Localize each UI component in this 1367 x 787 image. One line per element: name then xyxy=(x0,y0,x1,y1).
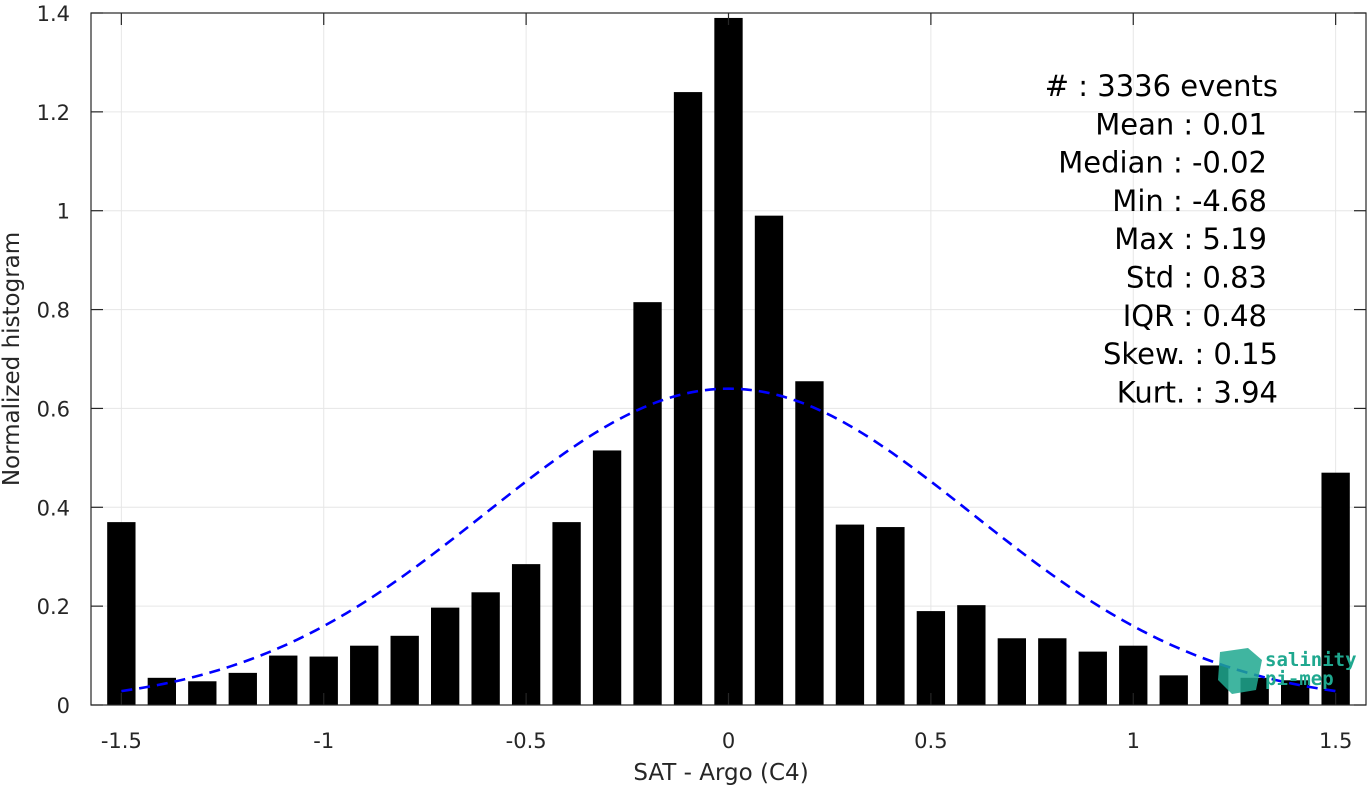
x-tick-label: -1.5 xyxy=(101,729,142,753)
stats-line: Min : -4.68 xyxy=(1112,184,1267,218)
x-tick-label: 1 xyxy=(1127,729,1140,753)
x-tick-label: 0.5 xyxy=(914,729,947,753)
x-tick-label: 0 xyxy=(722,729,735,753)
histogram-bar xyxy=(511,564,541,705)
stats-line: # : 3336 events xyxy=(1045,69,1278,103)
x-tick-label: -1 xyxy=(313,729,334,753)
histogram-bar xyxy=(431,607,460,705)
histogram-bar xyxy=(350,645,379,705)
histogram-bar xyxy=(147,677,176,705)
logo-line-2: pi-mep xyxy=(1265,668,1334,690)
histogram-bar xyxy=(957,605,986,705)
histogram-bar xyxy=(714,17,743,705)
y-tick-label: 1 xyxy=(57,200,70,224)
histogram-bar xyxy=(795,381,824,705)
x-tick-label: 1.5 xyxy=(1319,729,1352,753)
histogram-bar xyxy=(633,302,662,705)
histogram-bar xyxy=(1159,675,1188,705)
histogram-bar xyxy=(1078,651,1107,705)
y-tick-label: 0.4 xyxy=(37,496,70,520)
histogram-bar xyxy=(390,635,419,705)
histogram-bar xyxy=(269,655,298,705)
histogram-bar xyxy=(835,524,865,705)
histogram-bar xyxy=(107,522,136,705)
logo-line-1: salinity xyxy=(1265,649,1357,671)
y-tick-labels: 0 0.2 0.4 0.6 0.8 1 1.2 1.4 xyxy=(37,2,70,718)
histogram-bar xyxy=(673,92,703,706)
histogram-bar xyxy=(592,450,622,705)
stats-line: Median : -0.02 xyxy=(1058,146,1267,180)
x-tick-label: -0.5 xyxy=(506,729,547,753)
x-tick-labels: -1.5 -1 -0.5 0 0.5 1 1.5 xyxy=(101,729,1352,753)
bars-layer xyxy=(107,17,1350,706)
y-tick-label: 0.6 xyxy=(37,397,70,421)
y-tick-label: 1.2 xyxy=(37,101,70,125)
salinity-pi-mep-logo: salinity pi-mep xyxy=(1218,648,1357,694)
histogram-bar xyxy=(1038,638,1067,705)
stats-line: Kurt. : 3.94 xyxy=(1117,375,1278,409)
y-tick-label: 0 xyxy=(57,694,70,718)
axes-layer xyxy=(90,12,1367,706)
y-tick-label: 0.8 xyxy=(37,299,70,323)
histogram-bar xyxy=(228,672,257,705)
stats-line: Skew. : 0.15 xyxy=(1103,337,1278,371)
histogram-bar xyxy=(754,215,784,705)
stats-line: Max : 5.19 xyxy=(1114,222,1267,256)
histogram-bar xyxy=(876,527,905,705)
histogram-bar xyxy=(997,638,1026,705)
stats-line: Std : 0.83 xyxy=(1126,261,1267,295)
histogram-bar xyxy=(916,611,946,705)
stats-line: IQR : 0.48 xyxy=(1123,299,1267,333)
stats-box: # : 3336 events Mean : 0.01 Median : -0.02… xyxy=(1045,69,1278,409)
logo-emblem xyxy=(1218,648,1262,694)
histogram-bar xyxy=(1321,472,1350,705)
y-tick-label: 1.4 xyxy=(37,2,70,26)
x-axis-title: SAT - Argo (C4) xyxy=(633,760,808,786)
normal-fit-curve xyxy=(121,387,1336,693)
y-tick-label: 0.2 xyxy=(37,595,70,619)
y-axis-title: Normalized histogram xyxy=(0,232,25,486)
histogram-bar xyxy=(471,592,500,705)
histogram-bar xyxy=(552,522,581,705)
histogram-bar xyxy=(188,681,217,705)
stats-line: Mean : 0.01 xyxy=(1095,107,1267,141)
